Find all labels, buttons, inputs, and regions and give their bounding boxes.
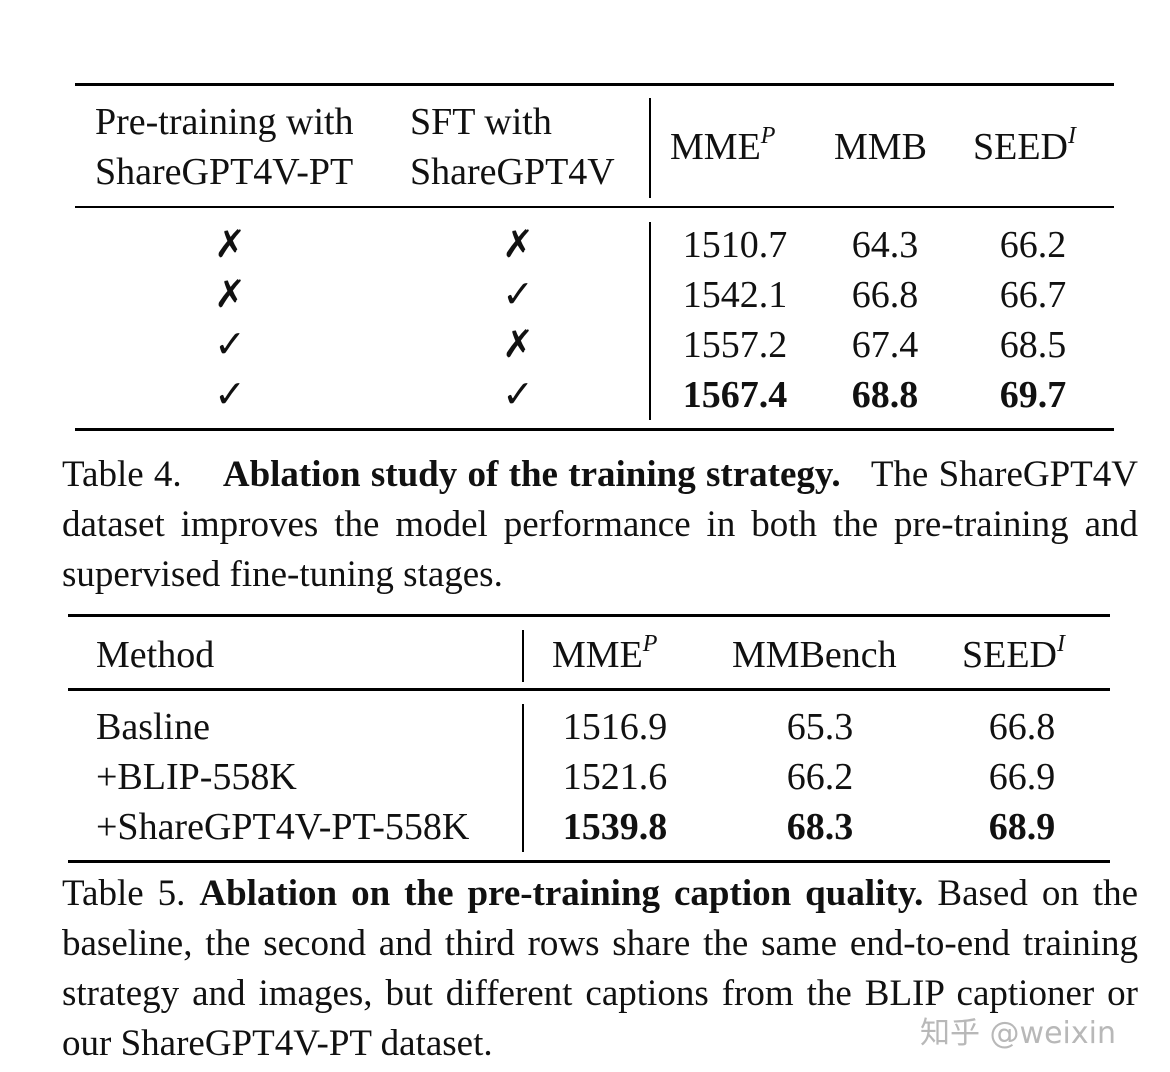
row1-mmb: 64.3: [851, 224, 919, 266]
row1-seed: 66.2: [999, 224, 1067, 266]
column-divider: [522, 630, 524, 682]
header-mmb: MMB: [834, 126, 927, 168]
row1-mme: 1510.7: [682, 224, 788, 266]
row2-mmbench: 66.2: [786, 756, 854, 798]
row2-mmb: 66.8: [851, 274, 919, 316]
column-divider: [649, 98, 651, 198]
header-mme: MMEP: [552, 631, 658, 676]
row2-mme: 1542.1: [682, 274, 788, 316]
caption-body: Based on the baseline, the second and th…: [62, 873, 1138, 1064]
row4-mme: 1567.4: [682, 374, 788, 416]
row3-sft-mark: ✗: [502, 324, 534, 366]
header-mme: MMEP: [670, 123, 776, 168]
row1-seed: 66.8: [988, 706, 1056, 748]
caption-body: The ShareGPT4V dataset improves the mode…: [62, 454, 1139, 595]
row2-method: +BLIP-558K: [96, 756, 297, 798]
header-method: Method: [96, 634, 215, 676]
header-mmbench: MMBench: [732, 634, 897, 676]
row4-mmb: 68.8: [851, 374, 919, 416]
row1-pretrain-mark: ✗: [214, 224, 246, 266]
row3-seed: 68.9: [988, 806, 1056, 848]
row4-sft-mark: ✓: [502, 374, 534, 416]
row3-seed: 68.5: [999, 324, 1067, 366]
caption-title: Ablation study of the training strategy.: [222, 454, 841, 495]
table-4-caption: Table 4. Ablation study of the training …: [62, 450, 1138, 600]
row1-method: Basline: [96, 706, 210, 748]
top-rule: [68, 614, 1110, 617]
row3-method: +ShareGPT4V-PT-558K: [96, 806, 470, 848]
header-pretrain-line1: Pre-training with: [95, 101, 354, 143]
caption-label: Table 4.: [62, 454, 182, 495]
bottom-rule: [75, 428, 1114, 431]
watermark: 知乎 @weixin: [920, 1016, 1116, 1051]
row3-mme: 1539.8: [562, 806, 668, 848]
header-seed: SEEDI: [973, 123, 1076, 168]
row4-pretrain-mark: ✓: [214, 374, 246, 416]
row2-seed: 66.7: [999, 274, 1067, 316]
row2-pretrain-mark: ✗: [214, 274, 246, 316]
top-rule: [75, 83, 1114, 86]
row4-seed: 69.7: [999, 374, 1067, 416]
mid-rule: [75, 206, 1114, 208]
header-sft-line2: ShareGPT4V: [410, 151, 615, 193]
row2-seed: 66.9: [988, 756, 1056, 798]
table-5-caption: Table 5. Ablation on the pre-training ca…: [62, 869, 1138, 1069]
header-pretrain-line2: ShareGPT4V-PT: [95, 151, 354, 193]
column-divider: [649, 222, 651, 420]
row1-sft-mark: ✗: [502, 224, 534, 266]
row3-pretrain-mark: ✓: [214, 324, 246, 366]
header-sft-line1: SFT with: [410, 101, 552, 143]
mid-rule: [68, 688, 1110, 691]
row1-mmbench: 65.3: [786, 706, 854, 748]
row3-mme: 1557.2: [682, 324, 788, 366]
row3-mmbench: 68.3: [786, 806, 854, 848]
bottom-rule: [68, 860, 1110, 863]
column-divider: [522, 704, 524, 852]
row1-mme: 1516.9: [562, 706, 668, 748]
row2-mme: 1521.6: [562, 756, 668, 798]
row2-sft-mark: ✓: [502, 274, 534, 316]
row3-mmb: 67.4: [851, 324, 919, 366]
header-seed: SEEDI: [962, 631, 1065, 676]
caption-label: Table 5.: [62, 873, 186, 914]
caption-title: Ablation on the pre-training caption qua…: [199, 873, 924, 914]
